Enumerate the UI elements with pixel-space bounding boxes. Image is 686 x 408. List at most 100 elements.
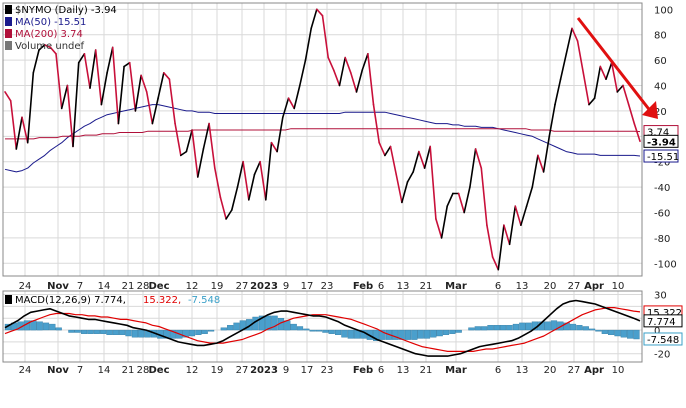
nymo-segment: [480, 167, 488, 226]
histogram-bar: [512, 323, 520, 331]
histogram-bar: [138, 329, 145, 338]
nymo-segment: [463, 186, 471, 214]
nymo-segment: [134, 74, 142, 112]
histogram-bar: [436, 329, 443, 337]
nymo-segment: [367, 52, 375, 106]
nymo-segment: [486, 224, 494, 258]
nymo-segment: [304, 27, 313, 61]
nymo-segment: [191, 129, 199, 178]
histogram-bar: [608, 329, 615, 336]
y-tick-label: 100: [654, 5, 673, 16]
nymo-segment: [100, 72, 108, 106]
nymo-segment: [225, 209, 233, 220]
x-tick-label: Apr: [584, 281, 604, 292]
x-tick-label: Feb: [353, 365, 373, 376]
histogram-bar: [87, 329, 94, 334]
price-tag-label: -15.51: [647, 152, 679, 163]
histogram-bar: [169, 329, 177, 339]
x-tick-label: 19: [211, 365, 224, 376]
macd-panel-x-ticks: 24 Nov 7 14 21 28 Dec 12 19 27 2023 9 17 23 Feb 6 13 21 Ma…: [19, 365, 625, 376]
nymo-segment: [26, 72, 35, 144]
price-tag: 3.74: [643, 125, 679, 139]
nymo-segment: [537, 154, 545, 173]
histogram-bar: [315, 329, 323, 332]
x-tick-label: Apr: [584, 365, 604, 376]
nymo-segment: [185, 129, 193, 153]
nymo-segment: [571, 27, 579, 42]
nymo-segment: [145, 91, 154, 125]
histogram-bar: [595, 329, 602, 332]
macd-panel-y-ticks: 30 0 -20: [654, 291, 670, 361]
price-tag: -15.51: [643, 149, 679, 163]
nymo-segment: [622, 84, 630, 106]
nymo-segment: [355, 69, 364, 93]
histogram-bar: [423, 329, 431, 339]
x-tick-label: 13: [516, 365, 529, 376]
nymo-segment: [593, 65, 602, 99]
legend-entry: MACD(12,26,9) 7.774,: [15, 295, 126, 306]
legend-entry: $NYMO (Daily) -3.94: [15, 5, 117, 16]
y-tick-label: 80: [654, 31, 667, 42]
price-tag-box: [643, 149, 679, 163]
nymo-segment: [270, 141, 278, 153]
nymo-segment: [423, 145, 432, 169]
nymo-segment: [525, 186, 534, 207]
x-tick-label: 21: [420, 365, 433, 376]
price-panel-x-ticks: 24 Nov 7 14 21 28 Dec 12 19 27 2023 9 17 23 Feb 6 13 21 Ma…: [19, 281, 625, 292]
histogram-bar: [601, 329, 608, 334]
nymo-segment: [174, 122, 182, 157]
histogram-bar: [290, 323, 297, 331]
nymo-segment: [287, 97, 296, 110]
x-tick-label: 6: [495, 281, 501, 292]
x-tick-label: 9: [283, 365, 289, 376]
price-tag-label: -3.94: [647, 137, 676, 148]
histogram-bar: [449, 329, 456, 334]
nymo-segment: [60, 84, 69, 110]
histogram-bar: [119, 329, 126, 336]
nymo-segment: [43, 44, 52, 49]
x-tick-label: 12: [186, 365, 199, 376]
nymo-segment: [117, 65, 125, 125]
x-tick-label: 20: [544, 281, 557, 292]
nymo-segment: [435, 218, 443, 239]
nymo-segment: [128, 61, 137, 112]
nymo-segment: [163, 72, 171, 80]
histogram-bar: [227, 325, 234, 331]
y-tick-label: -20: [654, 158, 670, 169]
signal-line: [4, 307, 641, 352]
nymo-segment: [554, 78, 562, 106]
y-tick-label: 60: [654, 56, 667, 67]
macd-panel-legend: MACD(12,26,9) 7.774, 15.322, -7.548: [5, 295, 220, 306]
nymo-segment: [32, 49, 40, 74]
x-tick-label: 24: [19, 365, 32, 376]
nymo-segment: [259, 160, 267, 201]
nymo-segment: [106, 46, 114, 74]
nymo-segment: [542, 135, 551, 173]
x-tick-label: 21: [122, 281, 135, 292]
x-tick-label: Dec: [148, 365, 169, 376]
price-panel-y-ticks: 100806040200-20-40-60-80-100: [654, 5, 677, 270]
histogram-bar: [500, 325, 507, 331]
y-tick-label: 40: [654, 82, 667, 93]
histogram-bar: [322, 329, 329, 333]
nymo-segment: [72, 61, 80, 148]
legend-swatch: [5, 295, 12, 304]
arrow-head: [642, 101, 658, 119]
nymo-segment: [469, 148, 477, 188]
nymo-segment: [293, 84, 301, 110]
nymo-segment: [248, 173, 256, 201]
nymo-segment: [520, 205, 528, 226]
nymo-segment: [401, 181, 409, 204]
nymo-segment: [616, 84, 624, 93]
macd-panel-series: [4, 299, 641, 357]
histogram-bar: [404, 329, 412, 340]
nymo-segment: [497, 224, 505, 271]
nymo-segment: [599, 65, 607, 80]
x-tick-label: 12: [186, 281, 199, 292]
legend-swatch: [5, 5, 12, 14]
nymo-segment: [338, 56, 347, 87]
histogram-bar: [296, 326, 304, 331]
nymo-segment: [21, 116, 29, 144]
histogram-bar: [506, 325, 513, 331]
